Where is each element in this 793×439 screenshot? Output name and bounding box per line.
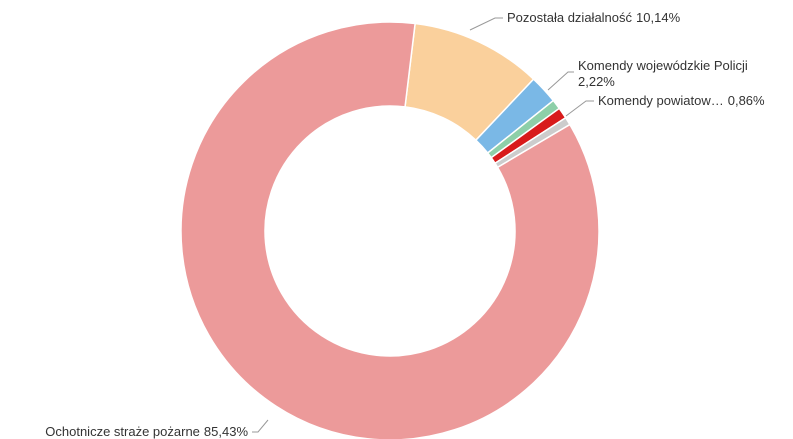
label-name: Komendy wojewódzkie Policji bbox=[578, 58, 748, 73]
donut-segment bbox=[180, 21, 600, 439]
leader-line bbox=[565, 100, 594, 117]
data-label: Pozostała działalność 10,14% bbox=[507, 10, 681, 25]
label-value: 10,14% bbox=[636, 10, 681, 25]
label-value: 85,43% bbox=[204, 424, 249, 439]
label-name: Komendy powiatow… bbox=[598, 93, 724, 108]
label-name: Pozostała działalność bbox=[507, 10, 633, 25]
leader-line bbox=[469, 17, 503, 31]
label-name: Ochotnicze straże pożarne bbox=[45, 424, 200, 439]
data-label: Ochotnicze straże pożarne 85,43% bbox=[45, 424, 248, 439]
label-value: 0,86% bbox=[728, 93, 765, 108]
data-label: Komendy powiatow… 0,86% bbox=[598, 93, 765, 108]
leader-line bbox=[252, 419, 269, 433]
data-label: Komendy wojewódzkie Policji 2,22% bbox=[578, 58, 748, 89]
leader-line bbox=[547, 71, 574, 91]
label-value: 2,22% bbox=[578, 74, 615, 89]
